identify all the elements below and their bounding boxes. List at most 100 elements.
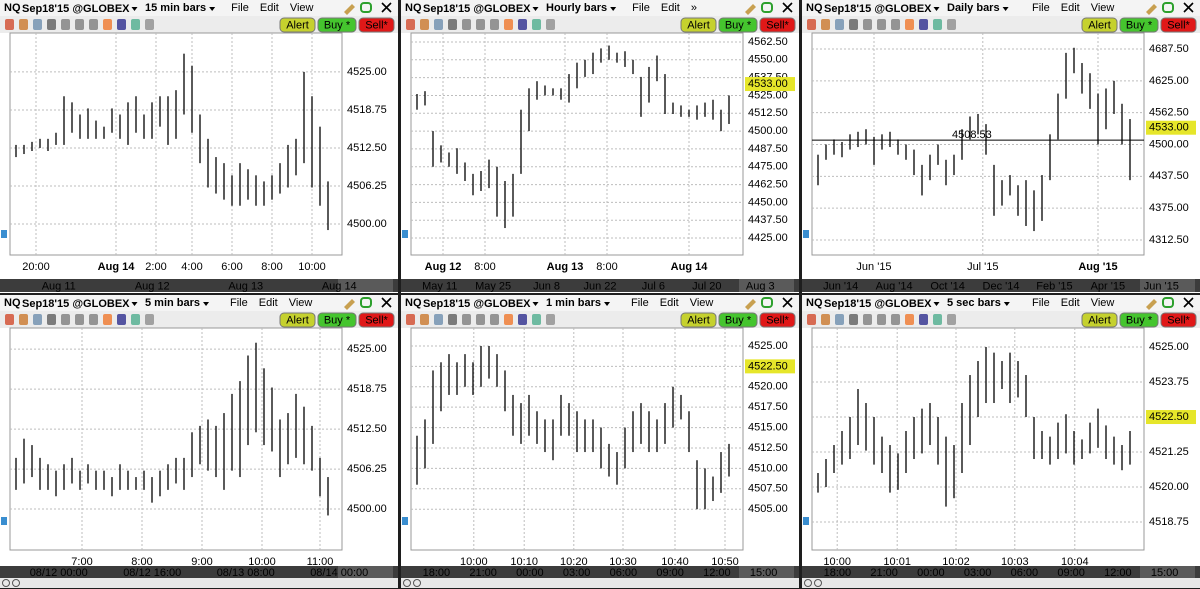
tool-icon[interactable] — [462, 19, 471, 30]
navigator-thumb[interactable] — [1140, 566, 1195, 578]
tool-icon[interactable] — [448, 314, 457, 325]
order-button[interactable] — [718, 17, 758, 33]
tool-icon[interactable] — [518, 314, 527, 325]
navigator[interactable] — [802, 279, 1200, 292]
tool-icon[interactable] — [919, 314, 928, 325]
tool-icon[interactable] — [75, 19, 84, 30]
scroll-icon[interactable] — [803, 230, 809, 238]
tool-icon[interactable] — [89, 19, 98, 30]
order-button[interactable] — [1119, 312, 1159, 328]
menu-item[interactable]: File — [230, 297, 248, 309]
order-button[interactable] — [317, 312, 357, 328]
tool-icon[interactable] — [849, 19, 858, 30]
interval[interactable]: Hourly bars — [546, 2, 607, 14]
tool-icon[interactable] — [5, 19, 14, 30]
navigator[interactable] — [401, 566, 799, 578]
order-button[interactable] — [279, 17, 316, 33]
tool-icon[interactable] — [117, 19, 126, 30]
navigator[interactable] — [0, 279, 398, 292]
tool-icon[interactable] — [131, 314, 140, 325]
navigator[interactable] — [802, 566, 1200, 578]
navigator-thumb[interactable] — [338, 279, 393, 292]
tool-icon[interactable] — [821, 314, 830, 325]
navigator-button[interactable] — [12, 579, 20, 587]
contract[interactable]: Sep18'15 @GLOBEX — [423, 298, 531, 310]
tool-icon[interactable] — [504, 19, 513, 30]
tool-icon[interactable] — [905, 314, 914, 325]
tool-icon[interactable] — [406, 19, 415, 30]
scroll-icon[interactable] — [1, 230, 7, 238]
tool-icon[interactable] — [61, 19, 70, 30]
tool-icon[interactable] — [891, 19, 900, 30]
menu-item[interactable]: File — [1032, 297, 1050, 309]
navigator-button[interactable] — [2, 579, 10, 587]
navigator-thumb[interactable] — [739, 566, 794, 578]
tool-icon[interactable] — [835, 19, 844, 30]
tool-icon[interactable] — [420, 314, 429, 325]
navigator-button[interactable] — [814, 579, 822, 587]
tool-icon[interactable] — [145, 314, 154, 325]
tool-icon[interactable] — [420, 19, 429, 30]
tool-icon[interactable] — [476, 314, 485, 325]
menu-item[interactable]: Edit — [661, 2, 680, 14]
tool-icon[interactable] — [19, 19, 28, 30]
navigator-button[interactable] — [413, 579, 421, 587]
menu-item[interactable]: Edit — [260, 2, 279, 14]
tool-icon[interactable] — [145, 19, 154, 30]
menu-item[interactable]: File — [631, 297, 649, 309]
order-button[interactable] — [718, 312, 758, 328]
order-button[interactable] — [1160, 17, 1197, 33]
order-button[interactable] — [759, 17, 796, 33]
tool-icon[interactable] — [33, 19, 42, 30]
close-icon[interactable] — [782, 2, 793, 13]
tool-icon[interactable] — [434, 19, 443, 30]
close-icon[interactable] — [381, 2, 392, 13]
order-button[interactable] — [759, 312, 796, 328]
tool-icon[interactable] — [131, 19, 140, 30]
tool-icon[interactable] — [849, 314, 858, 325]
order-button[interactable] — [317, 17, 357, 33]
contract[interactable]: Sep18'15 @GLOBEX — [423, 3, 531, 15]
contract[interactable]: Sep18'15 @GLOBEX — [22, 3, 130, 15]
menu-item[interactable]: Edit — [1061, 297, 1080, 309]
order-button[interactable] — [358, 312, 395, 328]
interval[interactable]: 1 min bars — [546, 297, 601, 309]
tool-icon[interactable] — [835, 314, 844, 325]
tool-icon[interactable] — [518, 19, 527, 30]
tool-icon[interactable] — [19, 314, 28, 325]
tool-icon[interactable] — [863, 314, 872, 325]
tool-icon[interactable] — [89, 314, 98, 325]
navigator-button[interactable] — [403, 579, 411, 587]
order-button[interactable] — [680, 17, 717, 33]
navigator[interactable] — [0, 566, 398, 578]
tool-icon[interactable] — [5, 314, 14, 325]
tool-icon[interactable] — [448, 19, 457, 30]
contract[interactable]: Sep18'15 @GLOBEX — [22, 298, 130, 310]
tool-icon[interactable] — [490, 314, 499, 325]
order-button[interactable] — [1160, 312, 1197, 328]
menu-item[interactable]: View — [290, 2, 314, 14]
interval[interactable]: Daily bars — [947, 2, 1000, 14]
tool-icon[interactable] — [863, 19, 872, 30]
interval[interactable]: 5 sec bars — [947, 297, 1001, 309]
menu-item[interactable]: Edit — [660, 297, 679, 309]
tool-icon[interactable] — [406, 314, 415, 325]
close-icon[interactable] — [1183, 297, 1194, 308]
tool-icon[interactable] — [947, 19, 956, 30]
contract[interactable]: Sep18'15 @GLOBEX — [824, 3, 932, 15]
tool-icon[interactable] — [504, 314, 513, 325]
tool-icon[interactable] — [807, 314, 816, 325]
order-button[interactable] — [1081, 312, 1118, 328]
tool-icon[interactable] — [476, 19, 485, 30]
navigator-thumb[interactable] — [739, 279, 794, 292]
menu-item[interactable]: Edit — [1061, 2, 1080, 14]
close-icon[interactable] — [782, 297, 793, 308]
tool-icon[interactable] — [434, 314, 443, 325]
tool-icon[interactable] — [919, 19, 928, 30]
menu-item[interactable]: View — [1091, 297, 1115, 309]
tool-icon[interactable] — [807, 19, 816, 30]
scroll-icon[interactable] — [803, 517, 809, 525]
tool-icon[interactable] — [821, 19, 830, 30]
menu-item[interactable]: File — [231, 2, 249, 14]
tool-icon[interactable] — [933, 314, 942, 325]
